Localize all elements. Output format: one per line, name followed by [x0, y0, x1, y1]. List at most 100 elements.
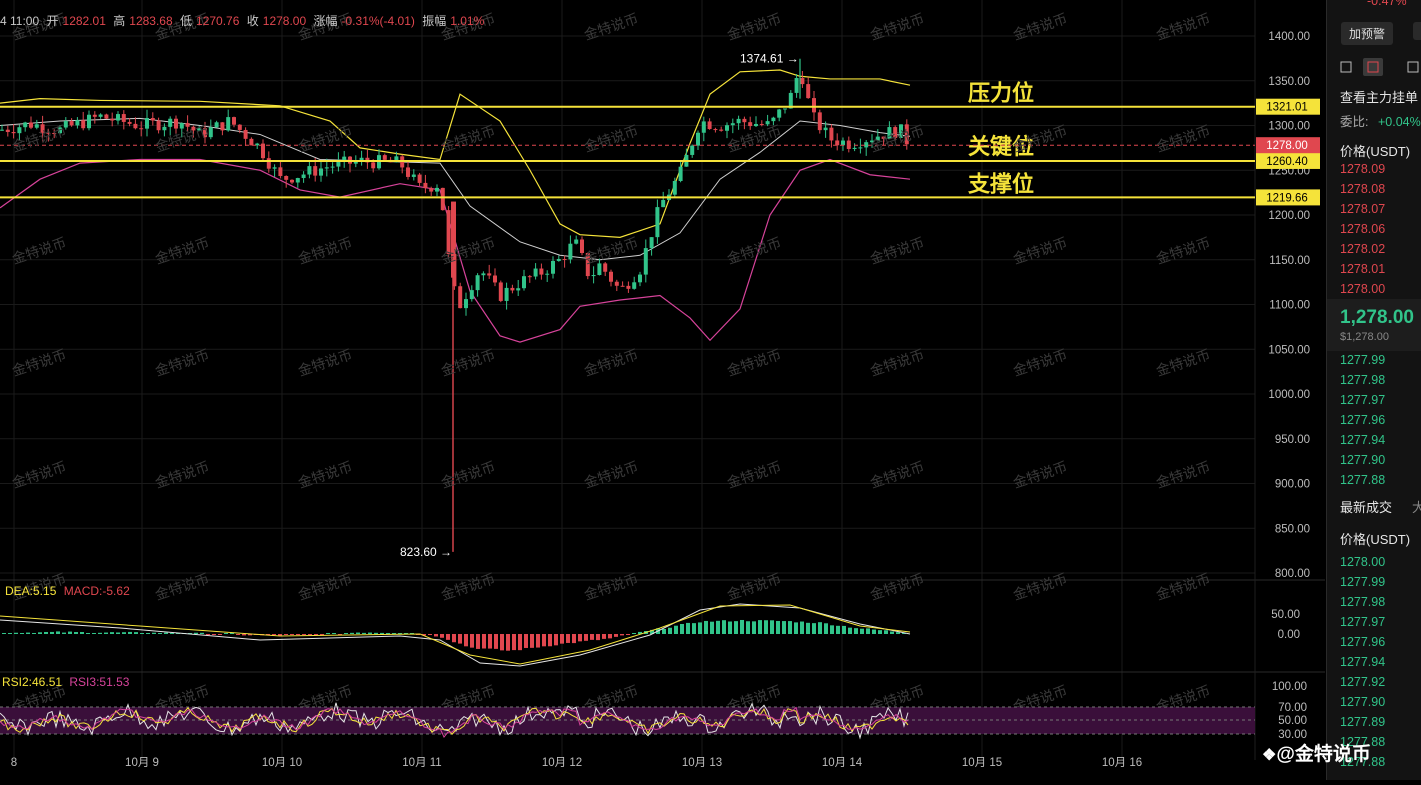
watermark-text: 金特说币 [582, 571, 640, 604]
trade-row[interactable]: 1277.94 [1340, 655, 1386, 669]
rsi2-label: RSI2:46.51 [2, 675, 63, 689]
watermark-text: 金特说币 [725, 11, 783, 44]
brand-footer: ❖@金特说币 [1262, 744, 1371, 765]
macd-hist-bar [626, 634, 630, 635]
candle-up [179, 123, 184, 129]
macd-hist-bar [80, 631, 84, 634]
macd-hist-bar [548, 634, 552, 647]
trade-row[interactable]: 1277.98 [1340, 595, 1386, 609]
watermark-text: 金特说币 [725, 571, 783, 604]
candle-down [881, 136, 886, 139]
candle-down [580, 239, 584, 253]
macd-hist-bar [302, 634, 306, 635]
watermark-text: 金特说币 [1154, 571, 1212, 604]
candle-down [406, 167, 410, 177]
macd-hist-bar [338, 634, 342, 635]
ask-row[interactable]: 1278.00 [1340, 282, 1386, 296]
price-chart[interactable]: 1400.00 1350.00 1300.00 1250.00 1200.00 1150.… [0, 0, 1325, 780]
bid-row[interactable]: 1277.88 [1340, 473, 1386, 487]
depth-title[interactable]: 查看主力挂单 [1340, 90, 1419, 105]
watermark-text: 金特说币 [1011, 347, 1069, 380]
macd-hist-bar [446, 634, 450, 640]
macd-hist-bar [236, 634, 240, 635]
bid-row[interactable]: 1277.90 [1340, 453, 1386, 467]
macd-hist-bar [392, 633, 396, 634]
macd-hist-bar [344, 633, 348, 634]
bid-row[interactable]: 1277.96 [1340, 413, 1386, 427]
trade-row[interactable]: 1277.96 [1340, 635, 1386, 649]
x-tick-label: 10月 12 [542, 757, 582, 769]
macd-hist-bar [374, 632, 378, 634]
candle-up [638, 274, 642, 283]
candle-down [237, 124, 242, 130]
candle-down [817, 112, 822, 131]
trade-row[interactable]: 1278.00 [1340, 555, 1386, 569]
macd-hist-bar [308, 634, 312, 635]
macd-hist-bar [314, 634, 318, 635]
candle-up [353, 161, 358, 164]
bid-row[interactable]: 1277.94 [1340, 433, 1386, 447]
candle-down [382, 155, 387, 160]
ask-row[interactable]: 1278.09 [1340, 162, 1386, 176]
layout-icon-2-bg [1363, 58, 1383, 76]
candle-up [655, 207, 660, 238]
candle-up [725, 125, 729, 131]
macd-hist-bar [872, 629, 876, 634]
watermark-text: 金特说币 [582, 235, 640, 268]
macd-hist-bar [854, 628, 858, 634]
trades-title-extra[interactable]: 大 [1412, 497, 1421, 516]
add-alert-button[interactable]: 加预警 [1341, 22, 1394, 45]
candle-up [788, 92, 793, 109]
macd-hist-bar [554, 634, 558, 646]
macd-hist-bar [2, 633, 6, 634]
watermark-text: 金特说币 [868, 459, 926, 492]
trade-row[interactable]: 1277.88 [1340, 735, 1386, 749]
bid-row[interactable]: 1277.98 [1340, 373, 1386, 387]
candle-up [394, 156, 399, 163]
ask-row[interactable]: 1278.07 [1340, 202, 1386, 216]
watermark-text: 金特说币 [582, 11, 640, 44]
chart-canvas[interactable]: 1400.001350.001300.001250.001200.001150.… [0, 0, 1325, 780]
macd-hist-bar [410, 633, 414, 634]
boll-lower-line [0, 158, 911, 343]
ask-row[interactable]: 1278.08 [1340, 182, 1386, 196]
y-tick-label: 1350.00 [1268, 76, 1310, 88]
trade-row[interactable]: 1277.92 [1340, 675, 1386, 689]
candle-up [469, 290, 474, 300]
macd-hist-bar [782, 621, 786, 634]
trade-row[interactable]: 1277.90 [1340, 695, 1386, 709]
macd-hist-bar [170, 633, 174, 634]
layout-icons[interactable] [1337, 58, 1421, 78]
candle-down [104, 114, 109, 119]
trade-row[interactable]: 1277.89 [1340, 715, 1386, 729]
watermark-text: 金特说币 [153, 571, 211, 604]
trade-row[interactable]: 1277.97 [1340, 615, 1386, 629]
macd-hist-bar [38, 632, 42, 634]
ask-row[interactable]: 1278.02 [1340, 242, 1386, 256]
dea-line [0, 604, 911, 665]
trades-title[interactable]: 最新成交 [1340, 500, 1393, 515]
ask-row[interactable]: 1278.01 [1340, 262, 1386, 276]
ask-row[interactable]: 1278.06 [1340, 222, 1386, 236]
y-tick-label: 900.00 [1275, 479, 1310, 491]
bid-row[interactable]: 1277.97 [1340, 393, 1386, 407]
macd-hist-bar [896, 632, 900, 634]
candle-down [203, 128, 207, 138]
watermark-text: 金特说币 [10, 347, 68, 380]
watermark-text: 金特说币 [868, 11, 926, 44]
candle-down [893, 127, 898, 138]
trade-row[interactable]: 1277.88 [1340, 755, 1386, 769]
macd-hist-bar [128, 631, 132, 634]
more-button[interactable] [1413, 22, 1421, 40]
macd-hist-bar [158, 633, 162, 634]
bid-row[interactable]: 1277.99 [1340, 353, 1386, 367]
candle-up [875, 136, 880, 141]
macd-hist-bar [494, 634, 498, 649]
candle-down [748, 122, 753, 127]
macd-hist-bar [224, 633, 228, 634]
macd-hist-bar [116, 632, 120, 634]
trade-row[interactable]: 1277.99 [1340, 575, 1386, 589]
macd-hist-bar [860, 628, 864, 634]
macd-hist-bar [662, 628, 666, 634]
candle-down [614, 281, 619, 286]
